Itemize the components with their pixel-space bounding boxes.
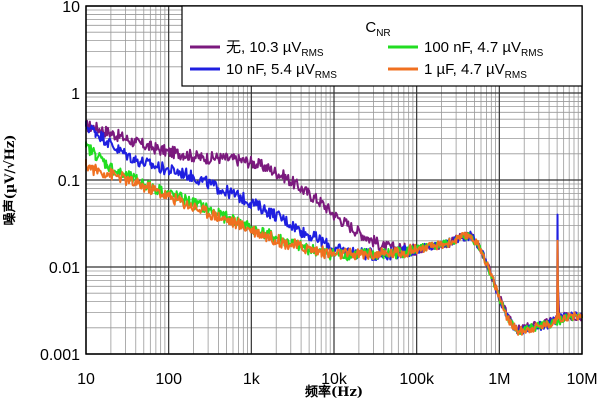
legend-title-main: C: [365, 19, 376, 36]
legend-entries: 无, 10.3 µVRMS 100 nF, 4.7 µVRMS 10 nF, 5.4…: [190, 39, 544, 81]
x-tick-label: 10M: [566, 371, 597, 388]
legend-title: CNR: [365, 19, 390, 39]
x-tick-label: 100: [155, 371, 182, 388]
legend-entry-label: 10 nF, 5.4 µVRMS: [226, 61, 337, 81]
legend-entry-label: 100 nF, 4.7 µVRMS: [424, 39, 544, 59]
x-tick-labels: 10 100 1k 10k 100k 1M 10M: [77, 371, 597, 388]
legend-box: [181, 5, 583, 87]
y-tick-labels: 0.001 0.01 0.1 1 10: [40, 0, 80, 364]
x-tick-label: 1M: [488, 371, 510, 388]
x-tick-label: 10k: [321, 371, 348, 388]
legend-entry-label: 无, 10.3 µVRMS: [226, 39, 324, 59]
y-tick-label: 1: [71, 86, 80, 103]
series-line-4: [85, 159, 583, 336]
y-axis-label: 噪声(µV/√Hz): [2, 135, 18, 226]
legend-entry-label: 1 µF, 4.7 µVRMS: [424, 61, 527, 81]
series-layer: [85, 119, 583, 336]
y-tick-label: 10: [62, 0, 80, 16]
x-tick-label: 1k: [243, 371, 261, 388]
x-tick-label: 10: [77, 371, 95, 388]
y-tick-label: 0.001: [40, 347, 80, 364]
legend-title-sub: NR: [376, 28, 390, 39]
x-tick-label: 100k: [399, 371, 435, 388]
x-axis-label: 频率(Hz): [305, 384, 363, 400]
y-tick-label: 0.01: [49, 260, 80, 277]
y-tick-label: 0.1: [58, 173, 80, 190]
legend: CNR 无, 10.3 µVRMS 100 nF, 4.7 µVRMS 10 nF,…: [181, 5, 583, 87]
